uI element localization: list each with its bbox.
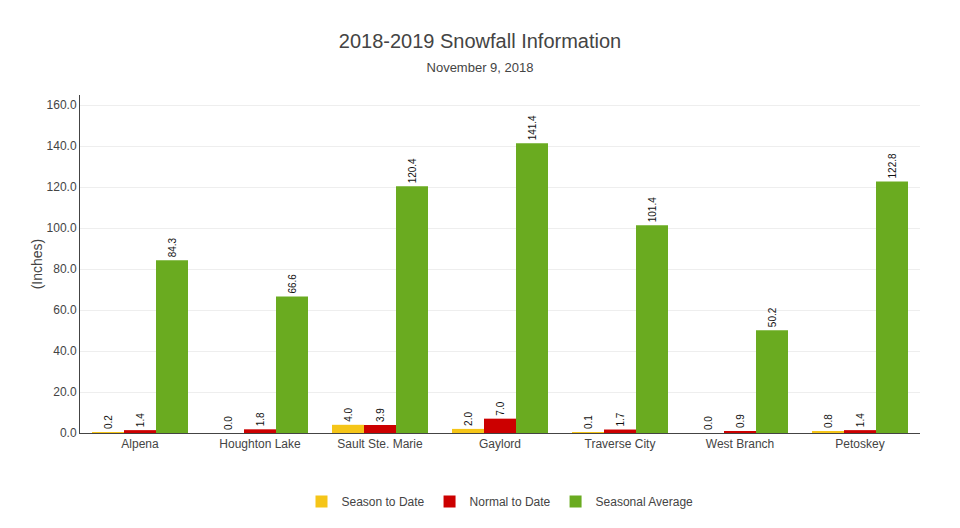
svg-text:2.0: 2.0: [463, 412, 474, 426]
svg-text:50.2: 50.2: [767, 307, 778, 327]
svg-text:0.2: 0.2: [103, 415, 114, 429]
svg-text:West Branch: West Branch: [706, 437, 774, 451]
svg-text:40.0: 40.0: [53, 344, 77, 358]
svg-text:141.4: 141.4: [527, 115, 538, 140]
svg-text:0.8: 0.8: [823, 414, 834, 428]
svg-text:Season to Date: Season to Date: [342, 495, 425, 509]
svg-text:60.0: 60.0: [53, 303, 77, 317]
svg-text:122.8: 122.8: [887, 153, 898, 178]
svg-text:20.0: 20.0: [53, 385, 77, 399]
svg-text:1.4: 1.4: [855, 413, 866, 427]
svg-text:Normal to Date: Normal to Date: [470, 495, 551, 509]
svg-text:Seasonal Average: Seasonal Average: [596, 495, 694, 509]
svg-text:140.0: 140.0: [47, 139, 77, 153]
svg-text:Alpena: Alpena: [121, 437, 159, 451]
svg-text:80.0: 80.0: [53, 262, 77, 276]
svg-text:Petoskey: Petoskey: [835, 437, 884, 451]
svg-text:66.6: 66.6: [287, 274, 298, 294]
svg-text:3.9: 3.9: [375, 408, 386, 422]
svg-text:84.3: 84.3: [167, 237, 178, 257]
svg-text:2018-2019 Snowfall Information: 2018-2019 Snowfall Information: [339, 30, 621, 52]
svg-text:7.0: 7.0: [495, 401, 506, 415]
svg-text:0.1: 0.1: [583, 415, 594, 429]
svg-text:0.0: 0.0: [223, 416, 234, 430]
svg-text:1.7: 1.7: [615, 412, 626, 426]
svg-text:1.8: 1.8: [255, 412, 266, 426]
svg-text:160.0: 160.0: [47, 98, 77, 112]
svg-text:0.9: 0.9: [735, 414, 746, 428]
svg-text:Gaylord: Gaylord: [479, 437, 521, 451]
svg-text:120.0: 120.0: [47, 180, 77, 194]
svg-text:Houghton Lake: Houghton Lake: [219, 437, 301, 451]
svg-text:Sault Ste. Marie: Sault Ste. Marie: [337, 437, 423, 451]
svg-text:(Inches): (Inches): [29, 239, 45, 290]
svg-text:0.0: 0.0: [60, 426, 77, 440]
svg-text:November 9, 2018: November 9, 2018: [427, 60, 534, 75]
svg-text:101.4: 101.4: [647, 197, 658, 222]
svg-text:0.0: 0.0: [703, 416, 714, 430]
svg-text:Traverse City: Traverse City: [585, 437, 656, 451]
svg-text:120.4: 120.4: [407, 158, 418, 183]
svg-text:100.0: 100.0: [47, 221, 77, 235]
svg-text:4.0: 4.0: [343, 407, 354, 421]
svg-text:1.4: 1.4: [135, 413, 146, 427]
